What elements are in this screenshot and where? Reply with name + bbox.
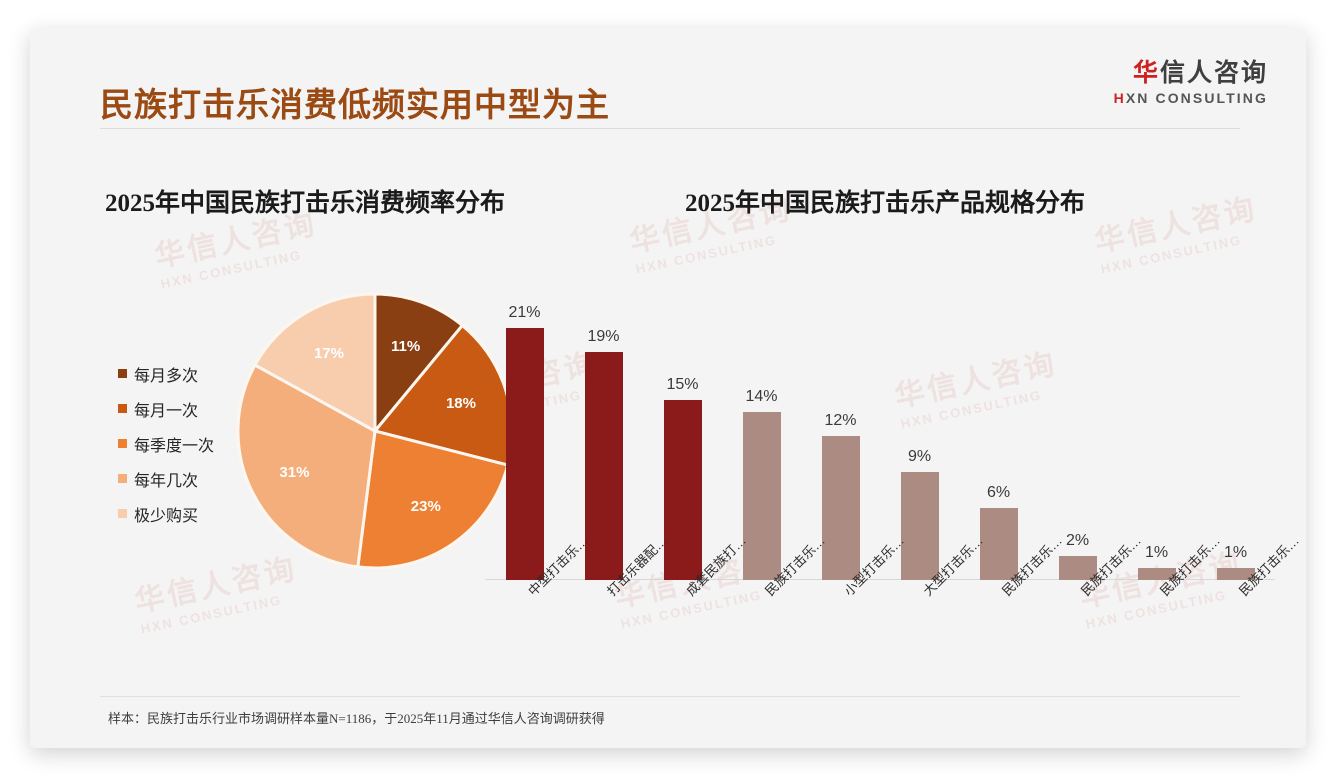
bar-column[interactable]: 1% [1137, 544, 1176, 580]
bar-rect [742, 412, 781, 580]
logo-en-accent: H [1113, 90, 1126, 107]
bar-column[interactable]: 9% [900, 448, 939, 580]
logo-chinese-name: 华信人咨询 [1114, 60, 1268, 86]
pie-legend-label: 极少购买 [134, 507, 199, 525]
bar-column[interactable]: 19% [584, 328, 623, 580]
legend-swatch-icon [118, 404, 127, 413]
bar-chart: 21% 19% 15% 14% 12% 9% 6% 2% 1% 1% [485, 290, 1285, 580]
bar-column[interactable]: 21% [505, 304, 544, 580]
pie-slice[interactable] [356, 429, 510, 570]
bar-rect [900, 472, 939, 580]
pie-legend-label: 每月一次 [134, 402, 199, 420]
company-logo: 华信人咨询 HXN CONSULTING [1114, 60, 1268, 106]
bar-rect [1137, 568, 1176, 580]
logo-cn-accent: 华 [1132, 59, 1160, 87]
bar-category-labels: 中型打击乐… 打击乐器配… 成套民族打… 民族打击乐… 小型打击乐… 大型打击乐… 民族打击… [485, 533, 1302, 670]
slide-footer: ©2026.1 HXR华信人咨询 www.hxrcon.com [30, 734, 1306, 748]
legend-swatch-icon [118, 369, 127, 378]
pie-slice-value: 23% [411, 498, 441, 515]
pie-legend-item[interactable]: 每月多次 [118, 356, 214, 391]
pie-chart-title: 2025年中国民族打击乐消费频率分布 [105, 190, 506, 217]
bar-column[interactable]: 12% [821, 412, 860, 580]
pie-slice-value: 31% [279, 464, 309, 481]
logo-en-rest: XN CONSULTING [1125, 90, 1268, 107]
logo-english-name: HXN CONSULTING [1114, 90, 1268, 106]
slide-canvas: 华信人咨询 HXN CONSULTING 华信人咨询 HXN CONSULTING … [30, 28, 1306, 748]
bar-value-label: 1% [1144, 544, 1169, 561]
pie-slice[interactable] [252, 292, 377, 434]
pie-legend-label: 每月多次 [134, 367, 199, 385]
bar-rect [584, 352, 623, 580]
bar-column[interactable]: 15% [663, 376, 702, 580]
legend-swatch-icon [118, 474, 127, 483]
legend-swatch-icon [118, 509, 127, 518]
bar-value-label: 15% [666, 376, 699, 393]
bar-value-label: 19% [587, 328, 620, 345]
pie-slice[interactable] [373, 292, 465, 436]
bar-rect [663, 400, 702, 580]
bar-baseline [485, 579, 1275, 580]
header-divider [100, 128, 1240, 129]
pie-legend-label: 每年几次 [134, 472, 199, 490]
footnote-divider [100, 696, 1240, 697]
bar-rect [1058, 556, 1097, 580]
pie-legend-item[interactable]: 每月一次 [118, 391, 214, 426]
page-title: 民族打击乐消费低频实用中型为主 [100, 88, 610, 124]
bar-value-label: 6% [986, 484, 1011, 501]
footnote: 样本：民族打击乐行业市场调研样本量N=1186，于2025年11月通过华信人咨询… [108, 711, 605, 726]
bar-value-label: 2% [1065, 532, 1090, 549]
pie-legend-item[interactable]: 每年几次 [118, 461, 214, 496]
bar-rect [821, 436, 860, 580]
bar-value-label: 12% [824, 412, 857, 429]
pie-legend-label: 每季度一次 [134, 437, 215, 455]
bar-column[interactable]: 6% [979, 484, 1018, 580]
pie-slice[interactable] [236, 362, 377, 569]
pie-slice-value: 17% [314, 345, 344, 362]
pie-legend: 每月多次每月一次每季度一次每年几次极少购买 [118, 356, 214, 531]
bar-rect [979, 508, 1018, 580]
bar-rect [505, 328, 544, 580]
bar-chart-title: 2025年中国民族打击乐产品规格分布 [685, 190, 1086, 217]
pie-slice-value: 11% [391, 338, 420, 355]
bar-value-label: 21% [508, 304, 541, 321]
bar-column[interactable]: 2% [1058, 532, 1097, 580]
pie-graphic: 11% 18% 23% 31% 17% [236, 292, 514, 570]
bar-column[interactable]: 14% [742, 388, 781, 580]
bar-column[interactable]: 1% [1216, 544, 1255, 580]
bar-value-label: 14% [745, 388, 778, 405]
bar-rect [1216, 568, 1255, 580]
pie-legend-item[interactable]: 每季度一次 [118, 426, 214, 461]
bar-value-label: 1% [1223, 544, 1248, 561]
bar-value-label: 9% [907, 448, 932, 465]
legend-swatch-icon [118, 439, 127, 448]
logo-cn-rest: 信人咨询 [1159, 59, 1268, 87]
pie-legend-item[interactable]: 极少购买 [118, 496, 214, 531]
pie-slice-value: 18% [446, 395, 476, 412]
pie-chart: 每月多次每月一次每季度一次每年几次极少购买 11% 18% 23% 31% 17% [100, 278, 550, 618]
